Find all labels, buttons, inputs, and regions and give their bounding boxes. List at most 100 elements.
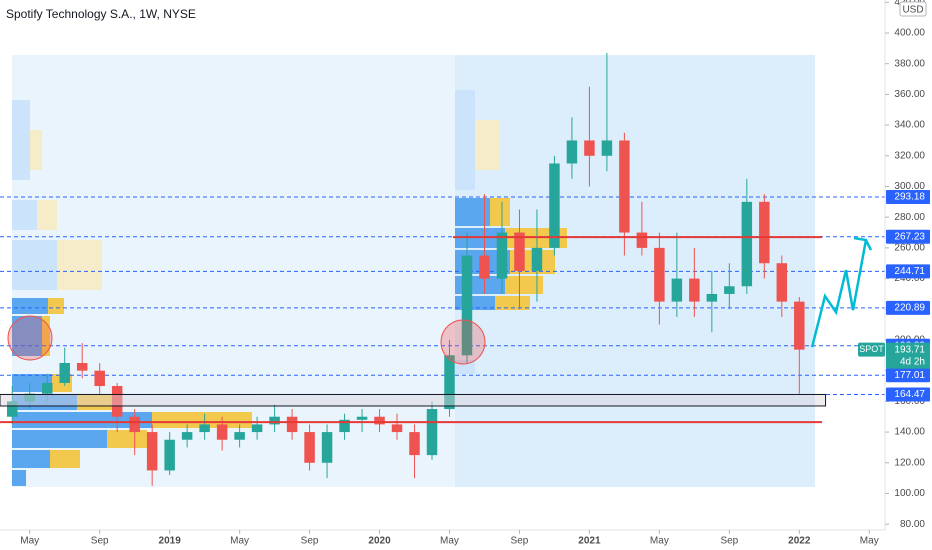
candle-body: [409, 432, 420, 456]
candle-body: [514, 232, 525, 271]
candle-body: [164, 439, 175, 471]
candle-body: [304, 432, 315, 463]
candle-body: [549, 163, 560, 248]
level-badge: [886, 264, 930, 279]
profile-bar: [12, 100, 30, 180]
overlay: [0, 236, 873, 424]
level-label: 267.23: [894, 231, 925, 242]
x-tick-label: 2019: [159, 536, 182, 547]
profile-bar: [50, 450, 80, 468]
profile-bar: [455, 90, 475, 190]
profile-bar: [12, 240, 57, 290]
countdown: 4d 2h: [900, 356, 925, 367]
projection: [810, 239, 868, 348]
profile-bar: [505, 276, 543, 294]
candle-body: [741, 201, 753, 287]
profile-bar: [12, 450, 50, 468]
candle-body: [601, 140, 613, 156]
profile-bar: [57, 240, 102, 290]
candle-body: [146, 432, 158, 471]
chart-title: Spotify Technology S.A., 1W, NYSE: [6, 7, 196, 21]
profile-bar: [490, 198, 510, 226]
candle-body: [41, 382, 53, 394]
projection-arrow: [853, 236, 873, 251]
candle-body: [76, 363, 88, 371]
x-tick-label: Sep: [301, 536, 319, 547]
y-tick-label: 120.00: [894, 457, 925, 468]
candle-body: [94, 370, 105, 387]
y-tick-label: 320.00: [894, 150, 925, 161]
level-badge: [886, 387, 930, 402]
candle-body: [671, 278, 683, 302]
candle-body: [689, 278, 700, 302]
symbol-badge: [858, 342, 885, 357]
level-label: 177.01: [894, 370, 925, 381]
candles: [6, 52, 805, 486]
y-tick-label: 280.00: [894, 212, 925, 223]
x-tick-label: 2021: [578, 536, 601, 547]
candle-body: [584, 140, 595, 156]
candle-body: [251, 424, 263, 433]
candle-body: [269, 416, 280, 425]
candle-body: [181, 432, 193, 440]
highlight-circle: [440, 319, 486, 365]
candle-body: [286, 416, 298, 433]
candle-body: [444, 355, 455, 410]
profile-bar: [107, 430, 147, 448]
candle-body: [339, 419, 350, 433]
profile-bar: [152, 412, 252, 428]
candle-body: [6, 401, 18, 417]
level-badge: [886, 300, 930, 315]
x-tick-label: Sep: [511, 536, 529, 547]
profile-bar: [12, 298, 48, 314]
zone: [0, 393, 827, 407]
candle-body: [479, 255, 490, 279]
candle-body: [426, 409, 438, 456]
profile-bar: [495, 296, 530, 310]
profile-bar: [475, 120, 500, 170]
candle-body: [111, 386, 123, 417]
candle-body: [461, 255, 473, 356]
level-label: 293.18: [894, 192, 925, 203]
currency-box[interactable]: [899, 1, 927, 17]
candle-body: [706, 293, 718, 302]
candle-body: [531, 247, 543, 271]
x-tick-label: May: [860, 536, 879, 547]
candle-body: [496, 232, 508, 279]
profile-bar: [30, 130, 42, 170]
profile-bar: [42, 316, 50, 356]
level-label: 220.89: [894, 303, 925, 314]
level-badge: [886, 229, 930, 244]
y-tick-label: 160.00: [894, 396, 925, 407]
candle-body: [724, 286, 735, 294]
candle-body: [234, 432, 245, 440]
level-label: 244.71: [894, 266, 925, 277]
candle-body: [24, 393, 35, 402]
profile-bar: [48, 298, 64, 314]
x-tick-label: May: [650, 536, 669, 547]
candle-body: [566, 140, 578, 164]
x-tick-label: Sep: [91, 536, 109, 547]
x-tick-label: May: [20, 536, 39, 547]
candle-body: [321, 432, 333, 463]
y-tick-label: 360.00: [894, 89, 925, 100]
candle-body: [374, 416, 385, 425]
highlight-circle: [7, 315, 53, 361]
profile-bar: [455, 296, 495, 310]
x-tick-label: 2020: [368, 536, 391, 547]
candle-body: [129, 416, 140, 433]
y-tick-label: 340.00: [894, 120, 925, 131]
y-tick-label: 400.00: [894, 28, 925, 39]
y-tick-label: 240.00: [894, 273, 925, 284]
profile-bar: [12, 470, 26, 486]
candle-body: [654, 247, 665, 302]
axis: 80.00100.00120.00140.00160.00180.00200.0…: [20, 0, 930, 547]
candle-body: [216, 424, 228, 440]
y-tick-label: 80.00: [900, 519, 925, 530]
profile-bar: [12, 316, 42, 356]
candle-body: [391, 424, 403, 433]
candle-body: [199, 424, 210, 433]
y-tick-label: 260.00: [894, 243, 925, 254]
level-label: 164.47: [894, 389, 925, 400]
